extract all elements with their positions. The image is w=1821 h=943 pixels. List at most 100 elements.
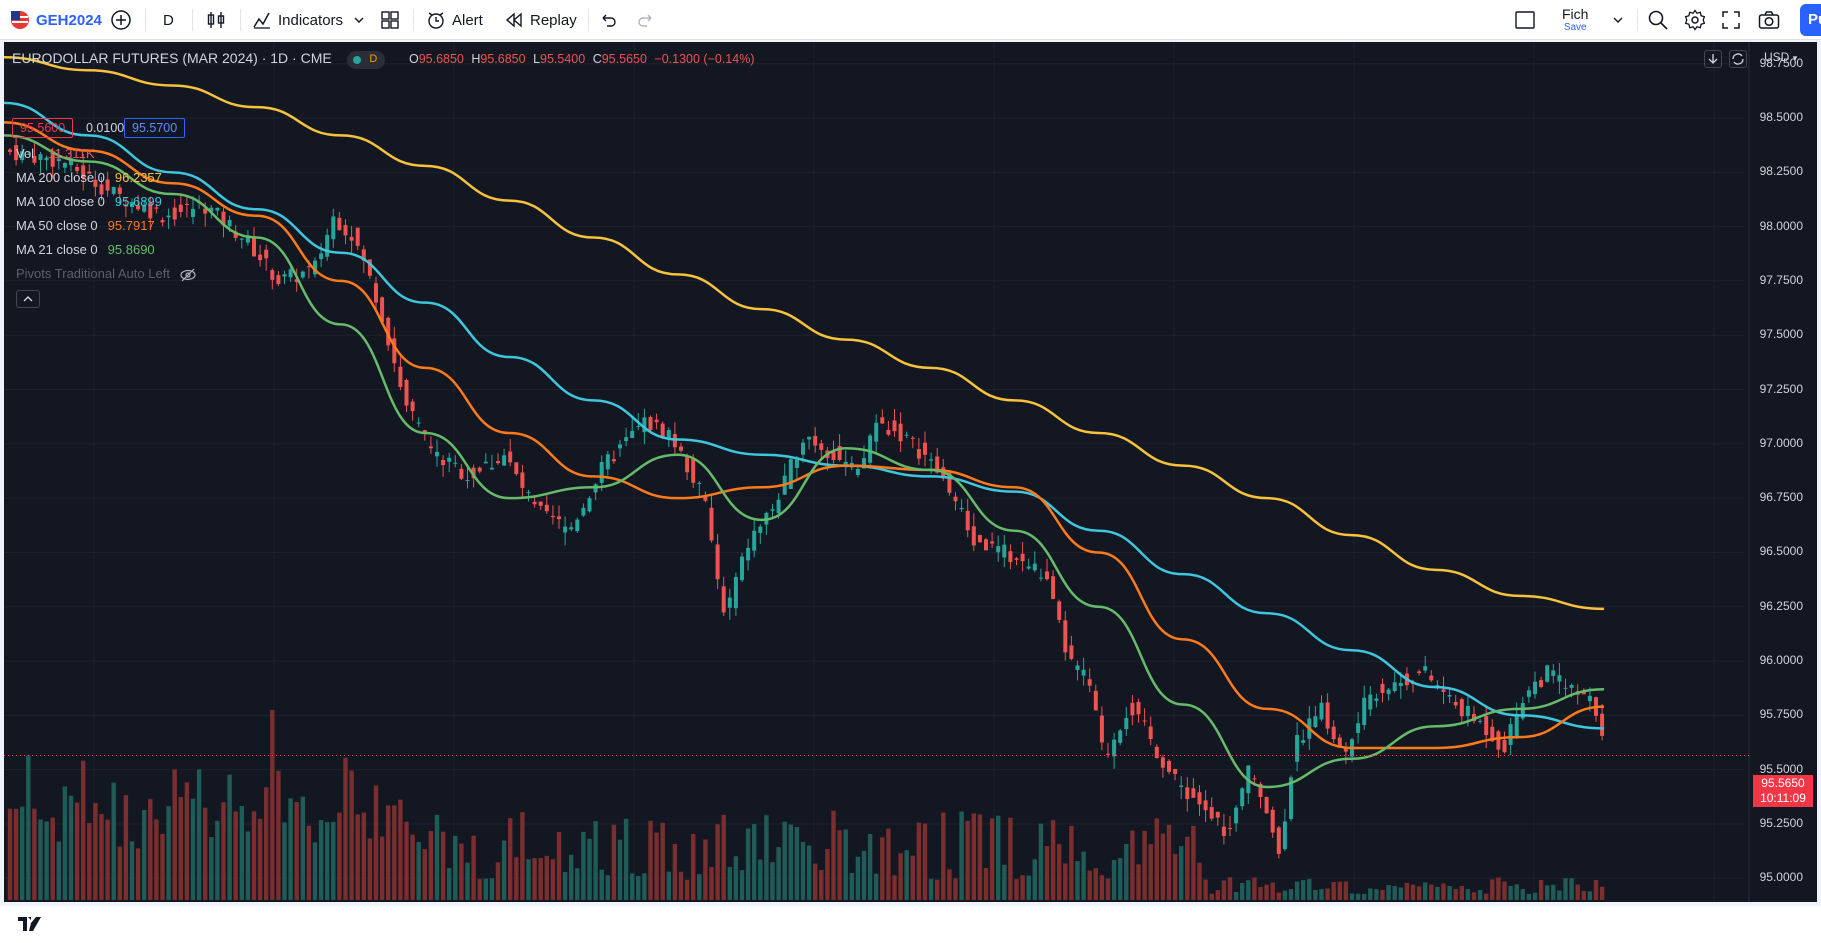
price-tick-label: 96.7500 (1759, 490, 1803, 505)
candle-body (1356, 723, 1361, 733)
sell-price-box[interactable]: 95.5600 (12, 118, 74, 138)
candle-body (8, 149, 12, 152)
volume-bar (1063, 863, 1068, 900)
snapshot-button[interactable] (1758, 0, 1780, 40)
templates-button[interactable] (380, 0, 400, 40)
volume-bar (349, 770, 354, 900)
volume-bar (1020, 875, 1025, 900)
candle-body (1136, 701, 1141, 715)
ma50-line (4, 121, 1605, 750)
chart-type-button[interactable] (206, 0, 226, 40)
auto-scale-button[interactable] (1729, 50, 1747, 68)
volume-bar (1599, 886, 1605, 900)
layout-toggle-button[interactable] (1514, 0, 1536, 40)
volume-bar (142, 809, 147, 900)
volume-bar (1477, 889, 1483, 900)
candle-body (1526, 690, 1531, 697)
candle-body (703, 496, 708, 501)
candle-body (1563, 687, 1568, 689)
candle-body (203, 208, 208, 214)
layout-dropdown[interactable] (1612, 0, 1624, 40)
currency-selector[interactable]: USD ▾ (1764, 50, 1798, 64)
candle-body (355, 227, 360, 246)
volume-bar (855, 856, 861, 900)
undo-button[interactable] (598, 0, 618, 40)
candle-body (990, 541, 995, 544)
indicators-button[interactable]: Indicators (252, 0, 343, 40)
hidden-eye-icon[interactable] (179, 268, 196, 282)
candle-body (660, 423, 665, 438)
candle-body (1282, 821, 1287, 850)
symbol-search[interactable]: GEH2024 (10, 0, 102, 40)
chart-pane[interactable]: EURODOLLAR FUTURES (MAR 2024) · 1D · CME… (0, 40, 1821, 940)
candle-body (807, 436, 812, 440)
volume-bar (1240, 883, 1245, 900)
volume-bar (599, 869, 604, 900)
candle-body (483, 461, 488, 464)
candle-body (1270, 809, 1275, 833)
market-open-dot (353, 55, 362, 64)
candle-body (648, 417, 653, 430)
volume-bar (160, 833, 165, 900)
candle-body (75, 167, 80, 171)
chart-title[interactable]: EURODOLLAR FUTURES (MAR 2024) · 1D · CME (12, 50, 332, 66)
candle-body (62, 162, 67, 168)
volume-bar (1057, 844, 1062, 900)
volume-bar (1105, 878, 1111, 900)
candle-body (727, 597, 732, 608)
volume-bar (556, 831, 562, 900)
market-status-badge[interactable]: D (347, 50, 386, 69)
search-button[interactable] (1647, 0, 1669, 40)
volume-bar (26, 755, 31, 900)
candle-body (611, 459, 616, 462)
candle-body (575, 519, 580, 532)
legend-ma200[interactable]: MA 200 close 0 96.2357 (16, 170, 162, 185)
candle-body (380, 297, 385, 322)
legend-ma50[interactable]: MA 50 close 0 95.7917 (16, 218, 155, 233)
indicators-label: Indicators (278, 11, 344, 29)
alert-button[interactable]: Alert (426, 0, 483, 40)
candle-body (178, 204, 183, 212)
volume-bar (13, 808, 19, 900)
redo-button[interactable] (636, 0, 656, 40)
candle-body (441, 460, 446, 466)
legend-volume[interactable]: Vol 11.311K (16, 146, 95, 161)
interval-button[interactable]: D (163, 0, 174, 40)
volume-bar (782, 821, 787, 900)
volume-bar (404, 821, 409, 900)
settings-button[interactable] (1684, 0, 1706, 40)
candle-body (245, 235, 250, 243)
volume-bar (520, 812, 525, 900)
volume-bar (44, 821, 49, 900)
publish-button[interactable]: Pu (1800, 4, 1821, 36)
replay-button[interactable]: Replay (504, 0, 577, 40)
volume-bar (282, 822, 287, 900)
candle-body (1472, 714, 1476, 722)
volume-bar (892, 875, 897, 900)
candle-body (984, 539, 988, 551)
candle-body (361, 249, 366, 261)
compare-button[interactable] (110, 0, 132, 40)
volume-bar (733, 856, 739, 900)
volume-bar (678, 871, 684, 900)
legend-pivots[interactable]: Pivots Traditional Auto Left (16, 266, 196, 282)
candle-body (1508, 724, 1513, 745)
volume-bar (562, 871, 568, 900)
candle-body (1380, 683, 1385, 693)
price-chart[interactable] (4, 42, 1817, 902)
tradingview-logo[interactable] (14, 908, 46, 940)
candle-body (1514, 715, 1519, 739)
arrow-down-icon (1708, 54, 1718, 64)
collapse-legend-button[interactable] (16, 290, 40, 308)
legend-ma100[interactable]: MA 100 close 0 95.6899 (16, 194, 162, 209)
volume-bar (886, 828, 891, 900)
buy-price-box[interactable]: 95.5700 (124, 118, 186, 138)
volume-bar (532, 858, 537, 900)
layout-name-button[interactable]: Fich Save (1562, 0, 1588, 40)
scroll-down-button[interactable] (1704, 50, 1722, 68)
legend-ma21[interactable]: MA 21 close 0 95.8690 (16, 242, 155, 257)
indicators-dropdown[interactable] (353, 0, 365, 40)
volume-bar (654, 832, 659, 900)
fullscreen-button[interactable] (1721, 0, 1741, 40)
volume-bar (843, 829, 848, 900)
